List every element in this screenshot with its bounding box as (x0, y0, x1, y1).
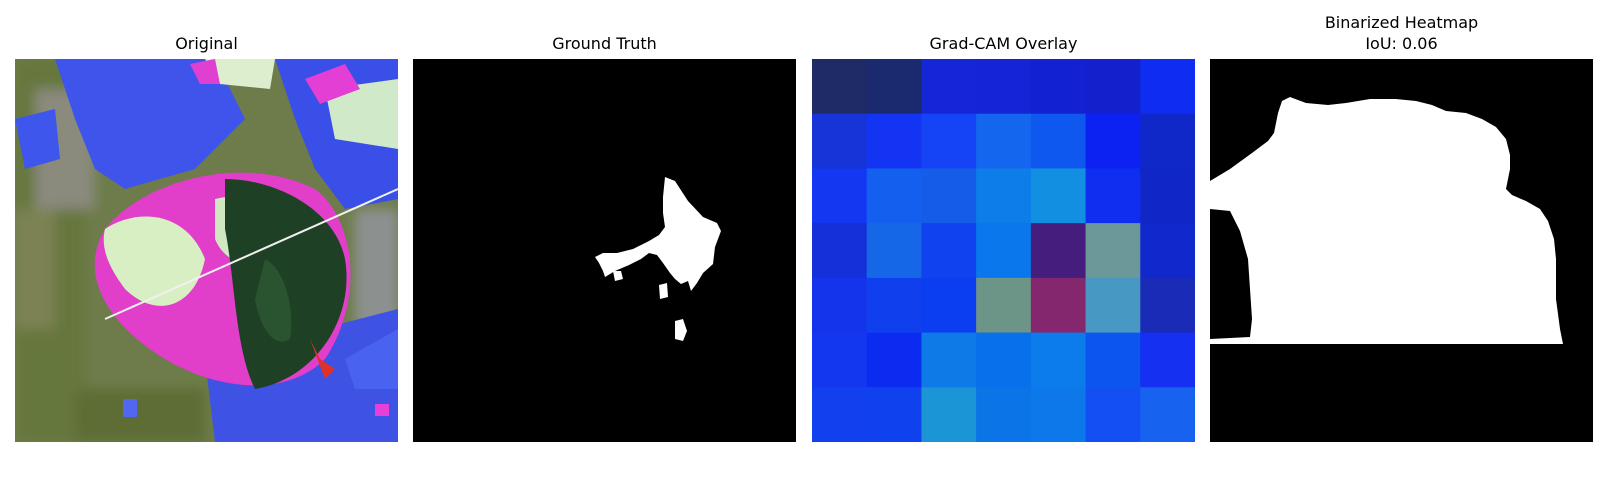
gradcam-cell (867, 59, 922, 114)
gradcam-cell (921, 333, 976, 388)
gradcam-cell (812, 168, 867, 223)
gradcam-cell (1086, 278, 1141, 333)
gradcam-cell (812, 223, 867, 278)
gradcam-cell (867, 333, 922, 388)
gradcam-cell (1031, 278, 1086, 333)
panel-original: Original (15, 0, 398, 500)
gradcam-cell (921, 223, 976, 278)
binarized-heatmap-image (1210, 59, 1593, 442)
gradcam-overlay-image (812, 59, 1195, 442)
gradcam-cell (976, 168, 1031, 223)
gradcam-cell (812, 59, 867, 114)
ground-truth-mask (413, 59, 796, 442)
gradcam-cell (1140, 59, 1195, 114)
gradcam-cell (1031, 168, 1086, 223)
gradcam-cell (812, 333, 867, 388)
gradcam-cell (976, 333, 1031, 388)
gradcam-cell (1031, 223, 1086, 278)
gradcam-cell (867, 168, 922, 223)
gradcam-cell (867, 278, 922, 333)
panel-ground-truth: Ground Truth (413, 0, 796, 500)
panel-title: Grad-CAM Overlay (812, 34, 1195, 53)
gradcam-cell (1140, 223, 1195, 278)
gradcam-cell (812, 114, 867, 169)
gradcam-cell (1140, 168, 1195, 223)
gradcam-cell (976, 114, 1031, 169)
gradcam-cell (1031, 387, 1086, 442)
gradcam-cell (1031, 59, 1086, 114)
gradcam-cell (921, 387, 976, 442)
gradcam-cell (812, 387, 867, 442)
panel-binarized-heatmap: Binarized Heatmap IoU: 0.06 (1210, 0, 1593, 500)
gradcam-cell (1140, 278, 1195, 333)
panel-title: Binarized Heatmap (1210, 13, 1593, 32)
gradcam-cell (1086, 114, 1141, 169)
gradcam-cell (867, 223, 922, 278)
gradcam-cell (976, 387, 1031, 442)
gradcam-cell (1086, 333, 1141, 388)
gradcam-cell (976, 59, 1031, 114)
gradcam-cell (1140, 114, 1195, 169)
gradcam-cell (867, 114, 922, 169)
gradcam-cell (921, 114, 976, 169)
gradcam-cell (976, 278, 1031, 333)
panel-title: Original (15, 34, 398, 53)
gradcam-cell (867, 387, 922, 442)
gradcam-cell (1086, 223, 1141, 278)
original-image (15, 59, 398, 442)
panel-gradcam-overlay: Grad-CAM Overlay (812, 0, 1195, 500)
gradcam-cell (1086, 59, 1141, 114)
gradcam-cell (1031, 333, 1086, 388)
gradcam-cell (1031, 114, 1086, 169)
gradcam-cell (1086, 387, 1141, 442)
gradcam-cell (1140, 333, 1195, 388)
gradcam-cell (921, 168, 976, 223)
panel-title: Ground Truth (413, 34, 796, 53)
gradcam-cell (1086, 168, 1141, 223)
gradcam-cell (976, 223, 1031, 278)
gradcam-cell (1140, 387, 1195, 442)
gradcam-cell (921, 59, 976, 114)
gradcam-cell (812, 278, 867, 333)
iou-score: IoU: 0.06 (1210, 34, 1593, 53)
gradcam-cell (921, 278, 976, 333)
